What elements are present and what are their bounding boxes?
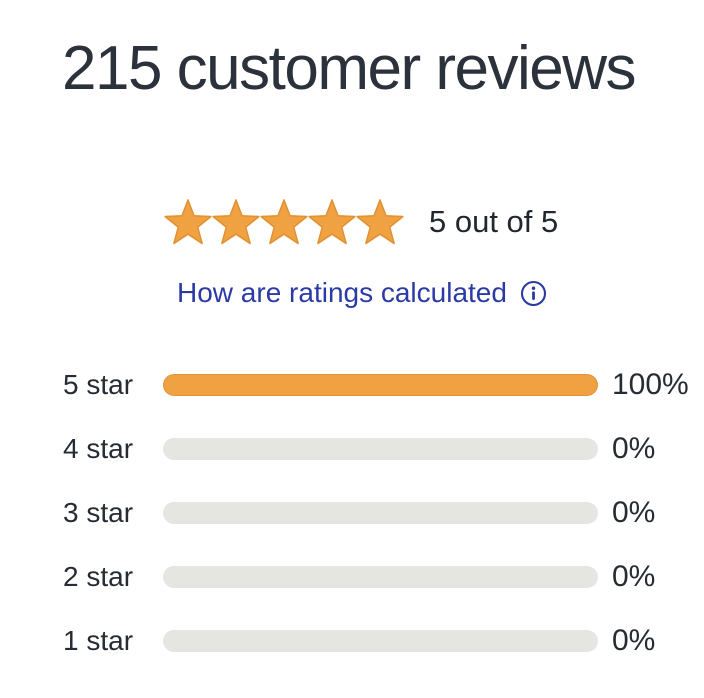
rating-row-label: 2 star bbox=[63, 561, 134, 592]
rating-row-label: 4 star bbox=[63, 433, 134, 464]
rating-bar-track bbox=[163, 630, 598, 652]
rating-bar-track bbox=[163, 438, 598, 460]
score-label: 5 out of 5 bbox=[429, 204, 559, 239]
rating-row-label: 5 star bbox=[63, 369, 134, 400]
rating-row-percent: 0% bbox=[612, 496, 656, 529]
ratings-calculated-link[interactable]: How are ratings calculated bbox=[177, 277, 547, 309]
star-icon bbox=[212, 199, 260, 245]
rating-row[interactable]: 5 star 100% bbox=[0, 353, 704, 417]
star-icon bbox=[260, 199, 308, 245]
rating-row-percent: 100% bbox=[612, 368, 689, 401]
rating-row-label: 3 star bbox=[63, 497, 134, 528]
rating-row[interactable]: 1 star 0% bbox=[0, 609, 704, 673]
ratings-calculated-link-label[interactable]: How are ratings calculated bbox=[177, 277, 507, 308]
rating-bar-track bbox=[163, 502, 598, 524]
rating-row[interactable]: 2 star 0% bbox=[0, 545, 704, 609]
rating-row-percent: 0% bbox=[612, 624, 656, 657]
rating-row-label: 1 star bbox=[63, 625, 134, 656]
rating-row-percent: 0% bbox=[612, 432, 656, 465]
rating-histogram: 5 star 100% 4 star 0% 3 star 0% 2 star bbox=[0, 353, 704, 673]
rating-row[interactable]: 4 star 0% bbox=[0, 417, 704, 481]
rating-bar-track bbox=[163, 566, 598, 588]
star-icon bbox=[356, 199, 404, 245]
page-title: 215 customer reviews bbox=[62, 34, 637, 103]
info-icon[interactable] bbox=[520, 280, 547, 307]
rating-row-percent: 0% bbox=[612, 560, 656, 593]
star-icon bbox=[308, 199, 356, 245]
star-icon bbox=[164, 199, 212, 245]
rating-row[interactable]: 3 star 0% bbox=[0, 481, 704, 545]
star-rating bbox=[164, 198, 404, 246]
rating-bar-fill bbox=[163, 374, 598, 396]
rating-bar-track bbox=[163, 374, 598, 396]
star-rating-row: 5 out of 5 bbox=[164, 197, 558, 247]
